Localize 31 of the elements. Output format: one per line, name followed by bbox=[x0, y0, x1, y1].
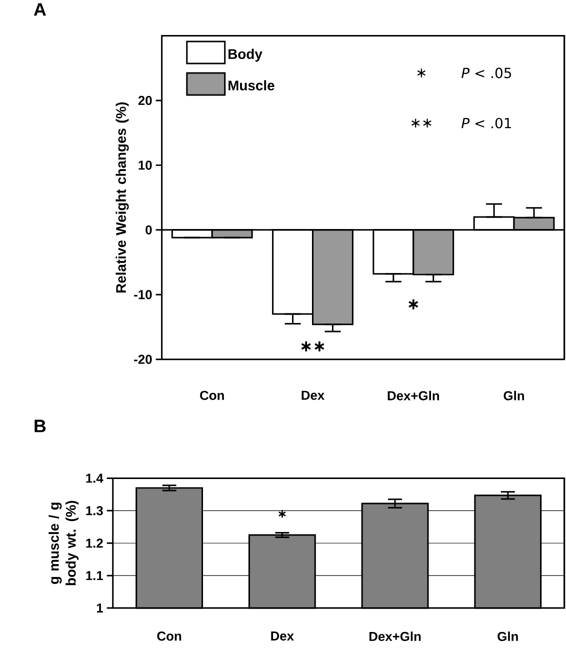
annotation: P < .05 bbox=[461, 68, 511, 78]
x-tick-label: Gln bbox=[504, 390, 524, 400]
y-tick-label: 1 bbox=[96, 604, 103, 612]
annotation: ∗∗ bbox=[411, 118, 432, 128]
legend-label: Body bbox=[228, 48, 262, 62]
chart-title: B bbox=[34, 420, 46, 432]
x-tick-label: Con bbox=[157, 632, 181, 641]
y-tick-label: -20 bbox=[134, 354, 152, 364]
y-tick-label: 1.4 bbox=[86, 474, 104, 483]
y-axis-title: Relative Weight changes (%) bbox=[116, 102, 129, 292]
y-tick-label: 1.1 bbox=[86, 571, 103, 580]
x-tick-label: Dex bbox=[302, 390, 324, 400]
x-tick-label: Dex bbox=[270, 632, 294, 641]
annotation: P < .01 bbox=[461, 118, 511, 128]
legend-label: Muscle bbox=[228, 80, 274, 90]
annotation: ∗ bbox=[417, 68, 426, 78]
y-tick-label: 1.2 bbox=[86, 538, 103, 548]
y-tick-label: 1.3 bbox=[86, 506, 103, 516]
x-tick-label: Con bbox=[200, 390, 224, 400]
annotation: ∗ bbox=[408, 299, 418, 310]
annotation: ∗ bbox=[278, 510, 286, 518]
x-tick-label: Dex+Gln bbox=[388, 390, 439, 400]
chart-title: A bbox=[34, 3, 46, 16]
y-tick-label: 0 bbox=[145, 225, 152, 234]
y-tick-label: -10 bbox=[134, 290, 152, 300]
x-tick-label: Gln bbox=[497, 632, 518, 642]
y-tick-label: 10 bbox=[138, 160, 152, 170]
y-axis-title: g muscle / g body wt. (%) bbox=[48, 500, 78, 586]
annotation: ∗∗ bbox=[301, 341, 324, 352]
x-tick-label: Dex+Gln bbox=[369, 632, 420, 642]
y-tick-label: 20 bbox=[138, 96, 152, 106]
